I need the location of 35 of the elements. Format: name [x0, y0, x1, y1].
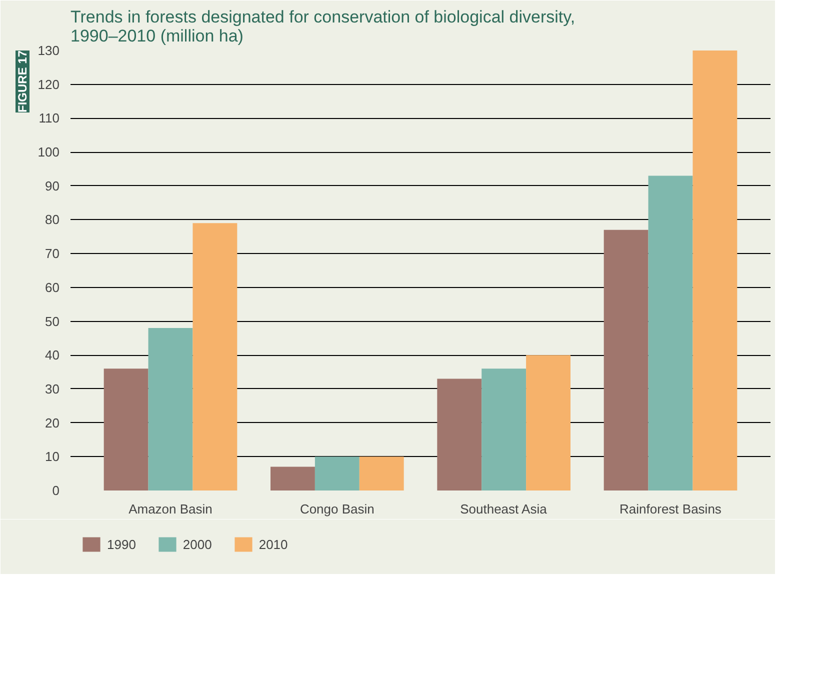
y-tick-label: 0 [52, 483, 60, 498]
y-tick-label: 40 [45, 348, 60, 363]
legend-label: 2010 [258, 536, 288, 552]
bar [148, 328, 193, 490]
x-tick-label: Southeast Asia [460, 502, 548, 516]
bar [482, 368, 526, 490]
legend-label: 2000 [182, 536, 212, 552]
bar [104, 368, 148, 490]
y-tick-label: 80 [45, 212, 60, 228]
bar [648, 176, 693, 490]
bar [526, 355, 570, 490]
chart-title: Trends in forests designated for conservation of biological diversity, 1990–2010 (million ha) [70, 8, 576, 46]
y-tick-label: 100 [38, 144, 60, 160]
bar [192, 223, 238, 490]
y-tick-label: 90 [45, 178, 60, 194]
y-tick-label: 60 [45, 280, 60, 295]
x-tick-label: Rainforest Basins [620, 502, 722, 516]
y-tick-label: 10 [45, 449, 60, 464]
bar [604, 230, 648, 490]
y-tick-label: 110 [38, 110, 60, 126]
caption: FIGURE 17 [16, 50, 30, 113]
y-tick-label: 120 [38, 76, 60, 92]
x-tick-label: Congo Basin [300, 502, 374, 516]
y-tick-label: 70 [45, 246, 60, 262]
bar [314, 456, 360, 490]
bar [270, 466, 315, 490]
bar [437, 378, 482, 490]
y-tick-label: 130 [38, 43, 60, 58]
legend-label: 1990 [107, 536, 136, 552]
bar [692, 50, 738, 490]
y-tick-label: 20 [45, 415, 60, 430]
y-tick-label: 50 [45, 314, 60, 329]
bar [359, 456, 404, 490]
y-tick-label: 30 [45, 381, 60, 396]
x-tick-label: Amazon Basin [128, 502, 212, 516]
